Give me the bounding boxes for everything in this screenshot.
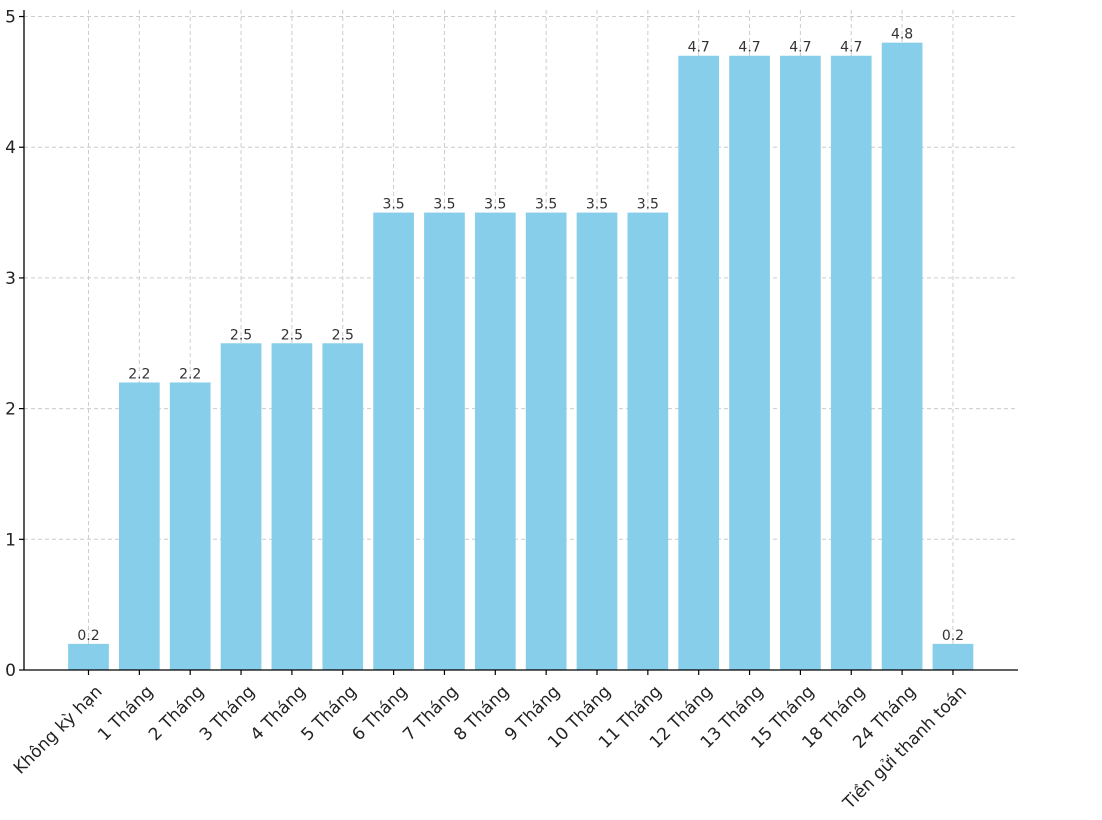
data-labels: 0.2 2.2 2.2 2.5 2.5 2.5 3.5 3.5 3.5 3.5 3.5 3.5 4.7 4… [77, 27, 964, 644]
bar [68, 643, 109, 670]
bar-value-label: 3.5 [586, 197, 608, 213]
bar [780, 55, 821, 671]
bar-value-label: 4.7 [789, 40, 811, 56]
bar [169, 382, 211, 670]
bar-value-label: 4.7 [738, 40, 760, 56]
x-tick-label: Không kỳ hạn [10, 682, 107, 779]
bar [678, 55, 720, 671]
bars [68, 42, 974, 671]
bar [830, 55, 872, 671]
bar-value-label: 3.5 [535, 197, 557, 213]
bar [271, 343, 313, 670]
bar [474, 212, 516, 670]
bar [525, 212, 567, 670]
x-tick-label: 5 Tháng [298, 682, 361, 745]
y-tick-label: 1 [5, 530, 16, 550]
y-tick-label: 5 [5, 8, 16, 28]
bar-value-label: 2.2 [179, 366, 201, 382]
bar-value-label: 3.5 [382, 197, 404, 213]
bar-value-label: 0.2 [942, 628, 964, 644]
y-tick-label: 0 [5, 661, 16, 681]
y-tick-label: 3 [5, 269, 16, 289]
bar [373, 212, 414, 670]
x-tick-label: 7 Tháng [399, 682, 462, 745]
bar [220, 343, 262, 670]
bar-value-label: 2.5 [281, 327, 303, 343]
x-tick-label: 1 Tháng [94, 682, 157, 745]
bar [881, 42, 923, 670]
bar-value-label: 2.5 [230, 327, 252, 343]
bar-value-label: 2.2 [128, 366, 150, 382]
x-tick-label: 8 Tháng [450, 682, 513, 745]
x-tick-label: 4 Tháng [247, 682, 310, 745]
bar-value-label: 3.5 [637, 197, 659, 213]
bar-value-label: 3.5 [484, 197, 506, 213]
y-tick-label: 2 [5, 400, 16, 420]
bar-value-label: 4.7 [688, 40, 710, 56]
y-tick-label: 4 [5, 138, 16, 158]
bar [119, 382, 160, 670]
bar-value-label: 4.7 [840, 40, 862, 56]
bar-value-label: 0.2 [77, 628, 99, 644]
bar [576, 212, 618, 670]
bar [729, 55, 770, 671]
x-tick-label: 6 Tháng [348, 682, 411, 745]
bar [627, 212, 669, 670]
bar [424, 212, 465, 670]
x-tick-label: 3 Tháng [196, 682, 259, 745]
bar-value-label: 4.8 [891, 27, 913, 43]
bar [322, 343, 364, 670]
bar-value-label: 3.5 [433, 197, 455, 213]
x-tick-label: 2 Tháng [145, 682, 208, 745]
bar-value-label: 2.5 [332, 327, 354, 343]
bar [932, 643, 974, 670]
